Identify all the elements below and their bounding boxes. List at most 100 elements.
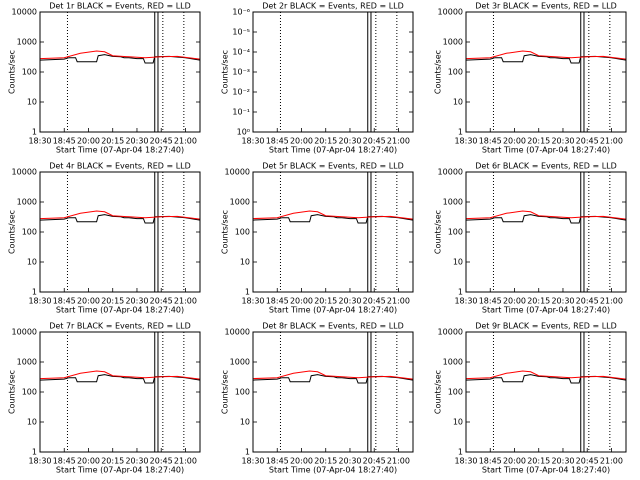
x-tick-label: 20:30 <box>125 297 148 306</box>
y-tick-label: 100 <box>235 388 250 397</box>
x-tick-label: 20:45 <box>576 457 599 466</box>
x-tick-label: 18:45 <box>479 137 502 146</box>
series-line <box>465 54 627 64</box>
chart-title: Det 5r BLACK = Events, RED = LLD <box>262 162 404 171</box>
series-line <box>465 210 627 220</box>
x-tick-label: 21:00 <box>387 297 410 306</box>
y-tick-label: 10 <box>453 98 463 107</box>
x-tick-label: 20:30 <box>551 457 574 466</box>
x-tick-label: 20:15 <box>101 297 124 306</box>
y-tick-label: 1 <box>458 288 463 297</box>
x-axis-label: Start Time (07-Apr-04 18:27:40) <box>56 146 184 155</box>
x-tick-label: 20:15 <box>527 457 550 466</box>
x-axis-label: Start Time (07-Apr-04 18:27:40) <box>269 146 397 155</box>
chart-title: Det 2r BLACK = Events, RED = LLD <box>262 2 404 11</box>
y-tick-label: 10⁻³ <box>232 68 250 77</box>
x-tick-label: 20:30 <box>338 297 361 306</box>
y-tick-label: 1 <box>32 448 37 457</box>
y-tick-label: 1000 <box>17 198 37 207</box>
x-axis-label: Start Time (07-Apr-04 18:27:40) <box>482 146 610 155</box>
chart-title: Det 4r BLACK = Events, RED = LLD <box>49 162 191 171</box>
x-tick-label: 20:15 <box>314 137 337 146</box>
y-tick-label: 100 <box>448 68 463 77</box>
y-tick-label: 10 <box>240 418 250 427</box>
x-tick-label: 18:45 <box>266 457 289 466</box>
x-tick-label: 20:15 <box>314 297 337 306</box>
x-tick-label: 20:00 <box>77 457 100 466</box>
y-tick-label: 1000 <box>443 38 463 47</box>
x-tick-label: 20:45 <box>576 137 599 146</box>
y-tick-label: 1 <box>245 288 250 297</box>
plot-frame <box>39 331 201 453</box>
y-tick-label: 1000 <box>443 198 463 207</box>
x-tick-label: 18:45 <box>479 297 502 306</box>
x-tick-label: 20:45 <box>150 297 173 306</box>
y-tick-label: 1000 <box>230 358 250 367</box>
y-axis-label: Counts/sec <box>434 210 443 254</box>
x-tick-label: 20:15 <box>527 297 550 306</box>
series-line <box>39 50 201 60</box>
y-axis-label: Counts/sec <box>221 50 230 94</box>
x-tick-label: 18:30 <box>28 297 51 306</box>
plot-frame <box>39 11 201 133</box>
x-tick-label: 18:30 <box>28 137 51 146</box>
y-axis-label: Counts/sec <box>221 370 230 414</box>
y-tick-label: 10 <box>453 418 463 427</box>
y-tick-label: 10 <box>240 258 250 267</box>
y-tick-label: 1000 <box>17 38 37 47</box>
x-tick-label: 20:45 <box>363 137 386 146</box>
x-axis-label: Start Time (07-Apr-04 18:27:40) <box>269 306 397 315</box>
y-tick-label: 10000 <box>12 328 37 337</box>
x-tick-label: 21:00 <box>387 457 410 466</box>
x-tick-label: 20:00 <box>77 137 100 146</box>
x-tick-label: 21:00 <box>174 297 197 306</box>
x-tick-label: 20:45 <box>363 297 386 306</box>
y-tick-label: 1000 <box>17 358 37 367</box>
x-axis-label: Start Time (07-Apr-04 18:27:40) <box>482 466 610 475</box>
x-tick-label: 20:30 <box>551 297 574 306</box>
y-tick-label: 1 <box>32 288 37 297</box>
y-axis-label: Counts/sec <box>8 210 17 254</box>
y-tick-label: 1 <box>32 128 37 137</box>
series-line <box>252 374 414 384</box>
plot-frame <box>39 171 201 293</box>
y-tick-label: 10000 <box>438 168 463 177</box>
x-tick-label: 21:00 <box>600 297 623 306</box>
y-tick-label: 10000 <box>225 168 250 177</box>
y-tick-label: 100 <box>235 228 250 237</box>
x-tick-label: 20:45 <box>150 137 173 146</box>
x-tick-label: 20:00 <box>503 457 526 466</box>
series-line <box>39 374 201 384</box>
x-tick-label: 20:15 <box>101 457 124 466</box>
x-tick-label: 20:00 <box>77 297 100 306</box>
x-tick-label: 18:45 <box>53 137 76 146</box>
plot-frame <box>252 331 414 453</box>
x-tick-label: 18:45 <box>266 137 289 146</box>
series-line <box>39 210 201 220</box>
x-tick-label: 21:00 <box>387 137 410 146</box>
x-tick-label: 20:00 <box>503 137 526 146</box>
x-tick-label: 20:30 <box>338 137 361 146</box>
x-tick-label: 20:15 <box>527 137 550 146</box>
y-tick-label: 100 <box>22 388 37 397</box>
x-tick-label: 18:30 <box>28 457 51 466</box>
series-line <box>465 374 627 384</box>
series-line <box>252 210 414 220</box>
chart-title: Det 1r BLACK = Events, RED = LLD <box>49 2 191 11</box>
plot-frame <box>252 11 414 133</box>
y-tick-label: 1000 <box>230 198 250 207</box>
x-tick-label: 20:00 <box>290 457 313 466</box>
x-tick-label: 20:30 <box>551 137 574 146</box>
plot-frame <box>252 171 414 293</box>
x-tick-label: 20:15 <box>101 137 124 146</box>
y-tick-label: 10⁻⁵ <box>232 28 250 37</box>
y-axis-label: Counts/sec <box>8 50 17 94</box>
series-line <box>252 214 414 224</box>
y-tick-label: 10000 <box>438 328 463 337</box>
y-tick-label: 100 <box>448 388 463 397</box>
x-tick-label: 18:45 <box>266 297 289 306</box>
x-axis-label: Start Time (07-Apr-04 18:27:40) <box>56 306 184 315</box>
x-axis-label: Start Time (07-Apr-04 18:27:40) <box>56 466 184 475</box>
y-tick-label: 1 <box>458 448 463 457</box>
plot-frame <box>465 171 627 293</box>
